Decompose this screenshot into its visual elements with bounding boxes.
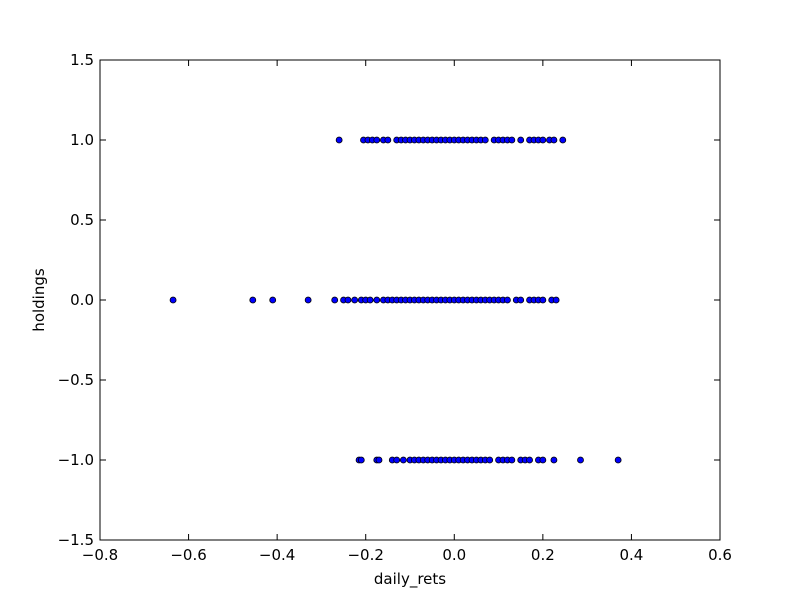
data-point [351, 296, 359, 304]
x-tick-label: 0.0 [442, 546, 466, 564]
y-tick-label: −1.0 [58, 451, 94, 469]
data-point [399, 456, 407, 464]
x-tick-label: −0.2 [347, 546, 383, 564]
data-point [614, 456, 622, 464]
y-tick-label: −0.5 [58, 371, 94, 389]
data-point [269, 296, 277, 304]
ticks-layer: −0.8 −0.6 −0.4 −0.2 0.0 0.2 0.4 0.6 −1.5 −1.0 −0.5… [58, 51, 732, 564]
y-tick-label: −1.5 [58, 531, 94, 549]
data-point [373, 136, 381, 144]
data-point [393, 456, 401, 464]
data-point [504, 296, 511, 304]
data-point [366, 296, 374, 304]
x-tick-label: −0.4 [259, 546, 295, 564]
points-layer [169, 136, 622, 464]
data-point [539, 136, 547, 144]
data-point [539, 296, 547, 304]
y-axis-label: holdings [30, 268, 48, 332]
data-point [526, 456, 533, 464]
x-tick-label: 0.6 [708, 546, 732, 564]
x-tick-label: −0.8 [82, 546, 118, 564]
data-point [375, 456, 383, 464]
y-tick-label: 0.5 [70, 211, 94, 229]
data-point [331, 296, 339, 304]
x-tick-label: 0.2 [531, 546, 555, 564]
data-point [335, 136, 343, 144]
data-point [517, 136, 525, 144]
x-tick-label: 0.4 [619, 546, 643, 564]
y-tick-label: 1.5 [70, 51, 94, 69]
data-point [550, 456, 558, 464]
x-tick-label: −0.6 [170, 546, 206, 564]
data-point [357, 456, 365, 464]
data-point [559, 136, 567, 144]
data-point [508, 136, 516, 144]
data-point [539, 456, 547, 464]
data-point [550, 136, 558, 144]
data-point [508, 456, 516, 464]
data-point [486, 456, 494, 464]
data-point [552, 296, 560, 304]
data-point [517, 296, 525, 304]
data-point [384, 136, 392, 144]
data-point [577, 456, 584, 464]
data-point [304, 296, 312, 304]
data-point [373, 296, 381, 304]
data-point [249, 296, 257, 304]
data-point [344, 296, 352, 304]
x-axis-label: daily_rets [374, 570, 446, 589]
data-point [481, 136, 489, 144]
y-tick-label: 1.0 [70, 131, 94, 149]
data-point [169, 296, 177, 304]
y-tick-label: 0.0 [70, 291, 94, 309]
